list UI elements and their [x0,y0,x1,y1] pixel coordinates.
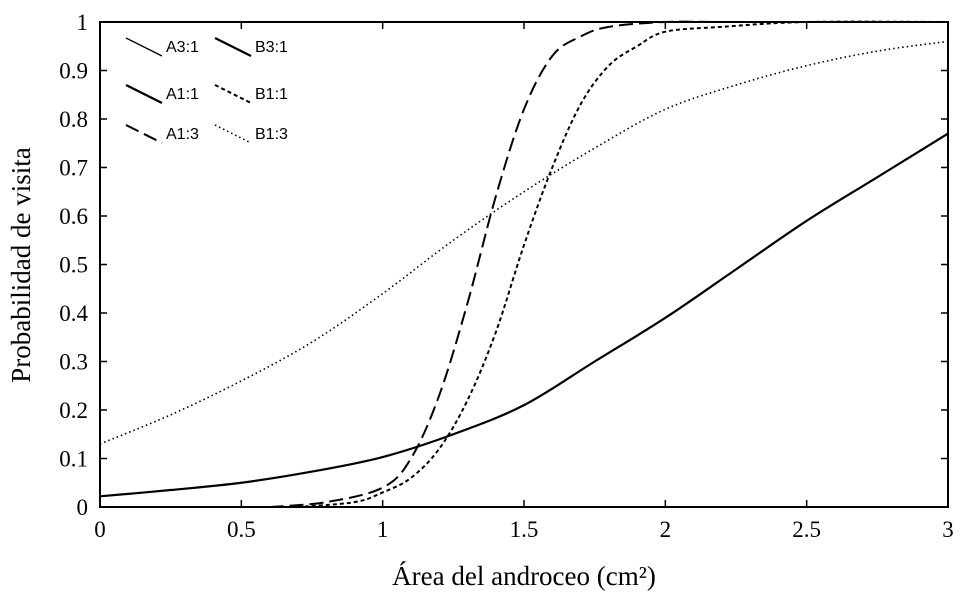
x-tick-label: 0 [94,517,106,542]
y-tick-label: 0.8 [59,107,88,132]
series-line-solid [99,132,949,498]
x-tick-label: 2 [660,517,672,542]
y-tick-label: 0 [77,495,89,520]
y-tick-label: 0.2 [59,398,88,423]
y-tick-label: 0.7 [59,156,88,181]
y-tick-label: 0.6 [59,204,88,229]
plot-frame [99,21,949,508]
series-line-long-dash [269,20,948,508]
legend-label: B1:1 [255,86,288,103]
y-tick-label: 0.1 [59,447,88,472]
y-tick-label: 0.5 [59,253,88,278]
legend-swatch [214,124,252,144]
legend-swatch [125,37,163,57]
y-tick-label: 0.3 [59,350,88,375]
x-tick-label: 1.5 [510,517,539,542]
x-axis: 0 0.5 1 1.5 2 2.5 3 [94,22,954,542]
legend-label: B1:3 [255,126,288,143]
x-axis-label: Área del androceo (cm²) [392,561,656,591]
x-tick-label: 1 [377,517,389,542]
legend-label: A1:1 [166,86,199,103]
x-tick-label: 3 [942,517,954,542]
legend-swatch [214,84,252,104]
plot-area: 0 0.5 1 1.5 2 2.5 3 00.10.20.30.40.50.60.70.80… [59,10,954,542]
legend-label: A3:1 [166,39,199,56]
legend: A3:1 B3:1 A1:1 B1:1 A1:3 B1:3 [125,37,288,144]
legend-label: A1:3 [166,126,199,143]
legend-label: B3:1 [255,39,288,56]
series-line-short-dash [297,20,949,508]
y-tick-label: 0.9 [59,59,88,84]
legend-swatch [214,37,252,57]
series-line-dotted [99,40,949,445]
x-tick-label: 0.5 [227,517,256,542]
y-axis-label: Probabilidad de visita [6,147,36,382]
y-tick-label: 0.4 [59,301,88,326]
x-tick-label: 2.5 [792,517,821,542]
y-tick-label: 1 [77,10,89,35]
legend-swatch [125,84,163,104]
legend-swatch [125,124,163,144]
y-axis: 0 0.1 0.2 0.3 0.4 0.5 0.6 0.7 0.8 0.9 1 [59,10,948,520]
series-group [99,20,949,508]
